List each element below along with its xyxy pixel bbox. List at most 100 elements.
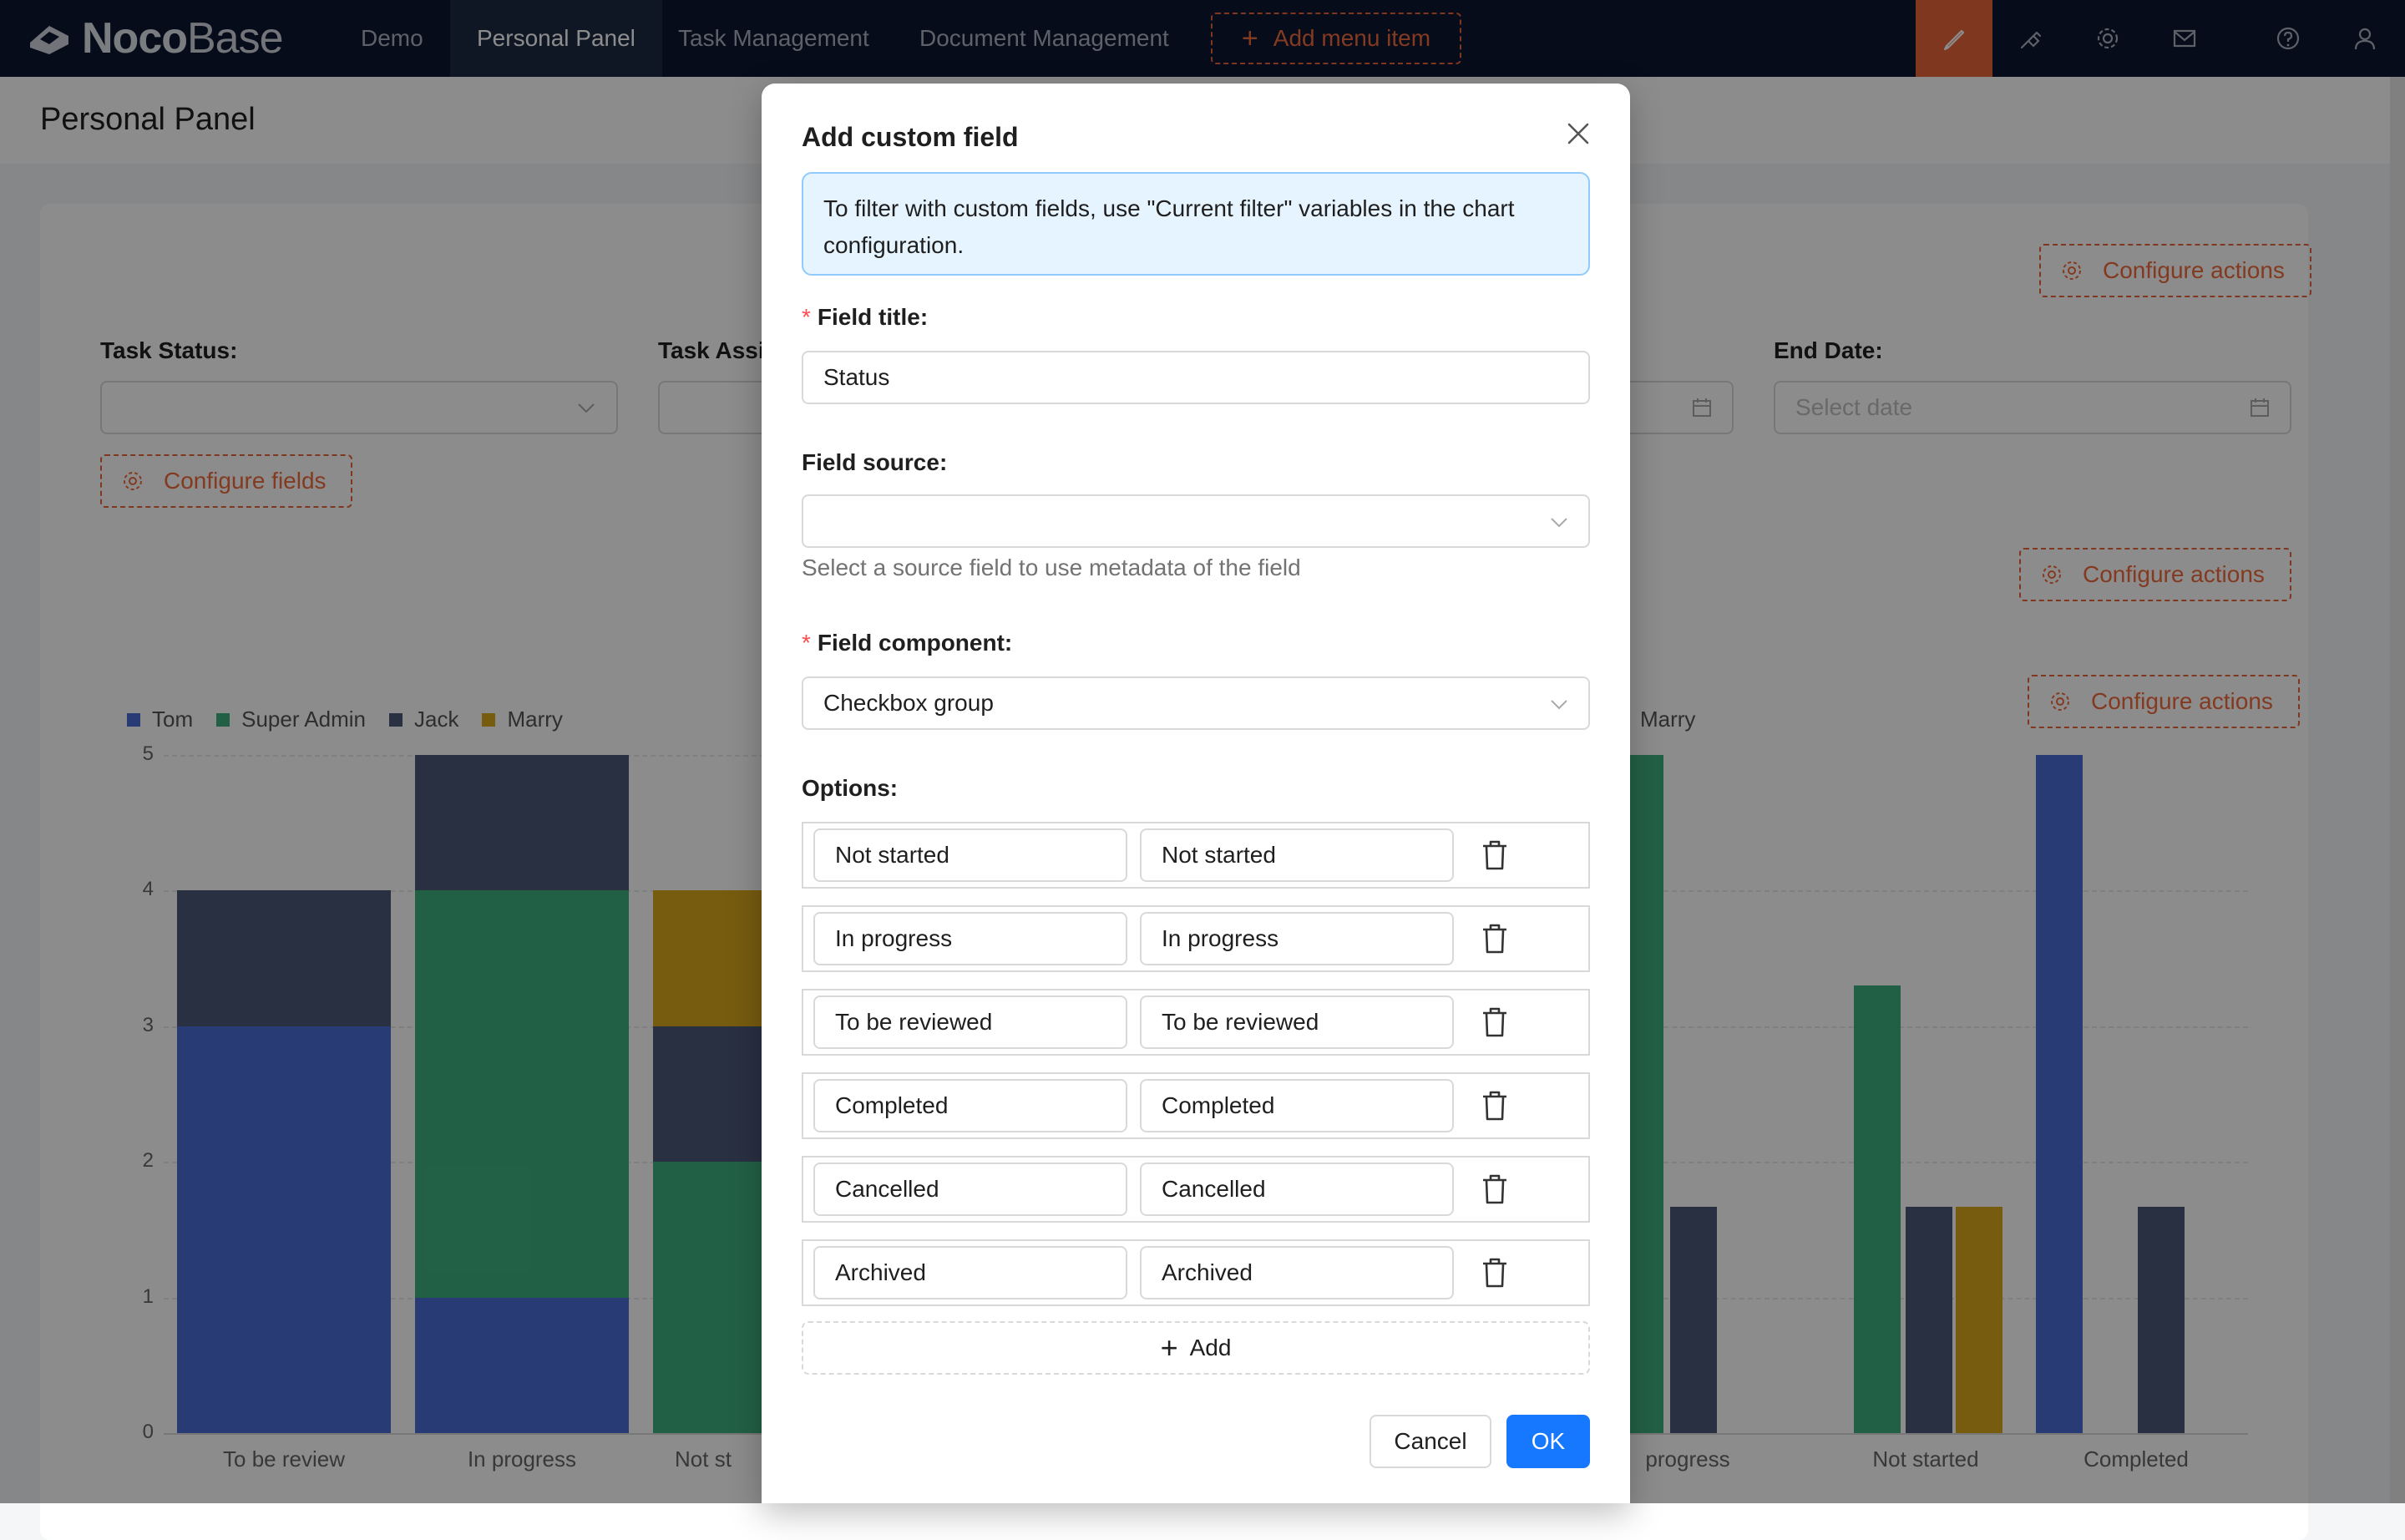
gear-icon (2063, 261, 2081, 280)
bar[interactable] (1670, 1206, 1717, 1433)
option-value-input[interactable]: To be reviewed (1140, 995, 1454, 1049)
bar[interactable] (1956, 1206, 2002, 1433)
app-logo[interactable]: NocoBase (25, 12, 284, 65)
legend-item-jack[interactable]: Jack (414, 707, 459, 732)
field-source-select[interactable] (802, 494, 1590, 548)
legend-item-super-admin[interactable]: Super Admin (241, 707, 366, 732)
brush-icon (1943, 29, 1965, 51)
option-label-input[interactable]: Archived (813, 1246, 1127, 1299)
delete-icon[interactable] (1480, 922, 1510, 955)
field-title-input[interactable]: Status (802, 351, 1590, 404)
grid-line (1630, 890, 2248, 893)
bar-segment[interactable] (653, 1162, 762, 1433)
end-date-input[interactable]: Select date (1774, 381, 2291, 434)
option-value-input[interactable]: Cancelled (1140, 1163, 1454, 1216)
option-row: Completed Completed (802, 1072, 1590, 1139)
field-component-select[interactable]: Checkbox group (802, 676, 1590, 730)
legend-item-tom[interactable]: Tom (152, 707, 194, 732)
option-value-input[interactable]: Archived (1140, 1246, 1454, 1299)
plugin-icon (2020, 31, 2042, 49)
task-status-select[interactable] (100, 381, 618, 434)
add-custom-field-dialog: Add custom field To filter with custom f… (762, 84, 1630, 1503)
end-date-placeholder: Select date (1795, 394, 1913, 420)
nav-item-demo[interactable]: Demo (361, 25, 423, 51)
logo-text-bold: Noco (82, 14, 188, 63)
option-label-input[interactable]: In progress (813, 912, 1127, 965)
user-menu-button[interactable] (2327, 0, 2403, 77)
x-category-label: In progress (467, 1446, 577, 1472)
delete-icon[interactable] (1480, 1256, 1510, 1289)
configure-actions-label: Configure actions (2103, 257, 2285, 283)
y-tick-label: 5 (142, 742, 154, 765)
y-tick-label: 1 (142, 1284, 154, 1308)
configure-actions-button[interactable]: Configure actions (2019, 548, 2291, 601)
delete-icon[interactable] (1480, 838, 1510, 872)
delete-icon[interactable] (1480, 1006, 1510, 1039)
option-label-input[interactable]: To be reviewed (813, 995, 1127, 1049)
option-row: In progress In progress (802, 905, 1590, 972)
settings-button[interactable] (2069, 0, 2146, 77)
add-menu-item-button[interactable]: + Add menu item (1211, 13, 1461, 64)
bar[interactable] (1906, 1206, 1952, 1433)
configure-actions-button[interactable]: Configure actions (2028, 675, 2300, 728)
chevron-down-icon (1551, 700, 1567, 710)
chart2-legend: Marry (1640, 707, 1695, 732)
gear-icon (2051, 692, 2069, 711)
option-label-input[interactable]: Completed (813, 1079, 1127, 1132)
configure-actions-button[interactable]: Configure actions (2039, 244, 2311, 297)
option-value-input[interactable]: In progress (1140, 912, 1454, 965)
legend-item-marry[interactable]: Marry (1640, 707, 1696, 732)
gear-icon (2043, 565, 2061, 584)
option-row: Not started Not started (802, 822, 1590, 889)
bar[interactable] (1854, 985, 1901, 1433)
add-option-button[interactable]: + Add (802, 1321, 1590, 1375)
y-tick-label: 2 (142, 1149, 154, 1173)
ok-button[interactable]: OK (1506, 1415, 1590, 1468)
y-tick-label: 0 (142, 1421, 154, 1443)
delete-icon[interactable] (1480, 1089, 1510, 1122)
legend-item-marry[interactable]: Marry (507, 707, 563, 732)
grid-line (1630, 1162, 2248, 1164)
nav-item-personal-panel[interactable]: Personal Panel (450, 0, 662, 77)
bar[interactable] (2138, 1206, 2185, 1433)
plugin-manager-button[interactable] (1992, 0, 2069, 77)
nav-item-task-management[interactable]: Task Management (678, 25, 869, 51)
bar-segment[interactable] (415, 1297, 629, 1433)
legend-swatch (127, 712, 140, 727)
help-button[interactable] (2250, 0, 2327, 77)
help-icon (2276, 27, 2300, 50)
mail-icon (2173, 29, 2196, 48)
option-value-input[interactable]: Completed (1140, 1079, 1454, 1132)
cancel-button[interactable]: Cancel (1370, 1415, 1491, 1468)
mail-button[interactable] (2146, 0, 2223, 77)
option-label-input[interactable]: Not started (813, 828, 1127, 882)
add-menu-item-label: Add menu item (1273, 25, 1431, 51)
option-label-input[interactable]: Cancelled (813, 1163, 1127, 1216)
configure-fields-button[interactable]: Configure fields (100, 454, 352, 508)
end-date-label: End Date: (1774, 337, 1883, 363)
option-value-input[interactable]: Not started (1140, 828, 1454, 882)
task-assignee-label: Task Assig (658, 337, 779, 363)
bar-segment[interactable] (653, 890, 762, 1026)
page-scrollbar[interactable] (2390, 77, 2405, 1503)
bar-segment[interactable] (177, 890, 391, 1026)
bar-segment[interactable] (415, 755, 629, 891)
chevron-down-icon (578, 403, 595, 413)
configure-actions-label: Configure actions (2083, 561, 2265, 587)
logo-text-light: Base (187, 14, 284, 63)
field-title-label: * Field title: (802, 304, 929, 330)
delete-icon[interactable] (1480, 1173, 1510, 1206)
x-category-label: progress (1645, 1446, 1730, 1472)
bar-segment[interactable] (653, 1026, 762, 1163)
ui-editor-button[interactable] (1916, 0, 1992, 77)
bar-segment[interactable] (177, 1026, 391, 1433)
y-tick-label: 3 (142, 1013, 154, 1036)
nav-item-document-management[interactable]: Document Management (919, 25, 1169, 51)
field-component-value: Checkbox group (823, 690, 994, 716)
gear-icon (2097, 28, 2119, 49)
option-row: Cancelled Cancelled (802, 1156, 1590, 1223)
bar[interactable] (2036, 755, 2083, 1433)
info-alert: To filter with custom fields, use "Curre… (802, 172, 1590, 276)
bar-segment[interactable] (415, 890, 629, 1298)
close-icon[interactable] (1562, 117, 1595, 150)
